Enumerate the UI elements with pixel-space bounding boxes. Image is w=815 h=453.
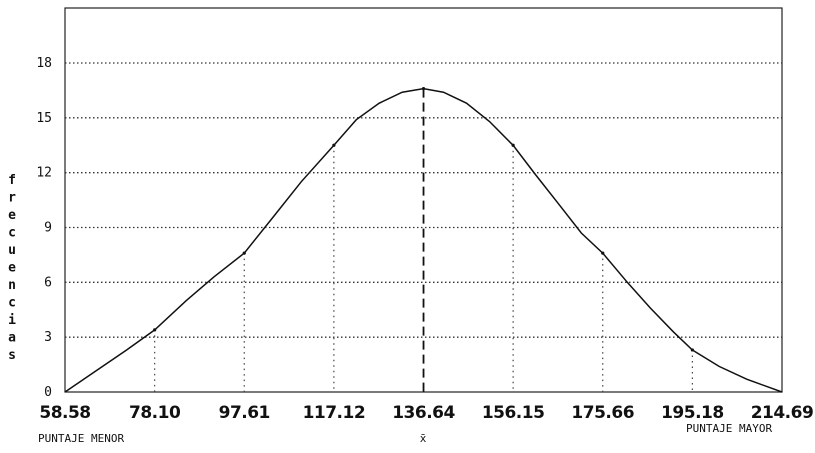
ylabel-char-2: e (8, 208, 16, 223)
curve-layer (64, 86, 783, 393)
dotted-verticals (154, 145, 693, 392)
ytick-label-6: 6 (44, 275, 52, 290)
ylabel-char-1: r (8, 191, 16, 206)
curve-point-9 (332, 143, 336, 147)
xtick-label-4: 136.64 (392, 403, 455, 423)
normal-curve-line (64, 87, 783, 393)
ylabel-char-7: c (8, 296, 16, 311)
xtick-label-0: 58.58 (39, 403, 90, 423)
ylabel-char-10: s (8, 348, 16, 363)
curve-point-6 (242, 251, 246, 255)
ylabel-char-3: c (8, 226, 16, 241)
ylabel-char-6: n (8, 278, 16, 293)
ylabel-char-9: a (8, 331, 16, 346)
ylabel-char-8: i (8, 313, 16, 328)
ytick-label-15: 15 (36, 111, 52, 126)
curve-point-3 (153, 328, 157, 332)
xtick-label-6: 175.66 (571, 403, 634, 423)
ytick-label-18: 18 (36, 56, 52, 71)
xtick-label-5: 156.15 (482, 403, 545, 423)
ylabel-char-5: e (8, 261, 16, 276)
curve-point-17 (511, 143, 515, 147)
ytick-label-12: 12 (36, 166, 52, 181)
xtick-label-8: 214.69 (751, 403, 814, 423)
x-min-label: PUNTAJE MENOR (38, 432, 124, 445)
y-ticks: 0 3 6 9 12 15 18 (36, 56, 52, 400)
ylabel-char-4: u (8, 243, 16, 258)
grid-layer (65, 62, 782, 338)
curve-point-25 (690, 348, 694, 352)
curve-point-13 (421, 86, 426, 91)
ytick-label-0: 0 (44, 385, 52, 400)
ylabel-char-0: f (8, 173, 16, 188)
mean-label: x̄ (420, 432, 427, 445)
ytick-label-9: 9 (44, 221, 52, 236)
xtick-label-3: 117.12 (303, 403, 366, 423)
x-ticks: 58.58 78.10 97.61 117.12 136.64 156.15 175.66 1… (39, 403, 813, 423)
xtick-label-2: 97.61 (219, 403, 270, 423)
x-max-label: PUNTAJE MAYOR (686, 422, 772, 435)
ytick-label-3: 3 (44, 330, 52, 345)
xtick-label-7: 195.18 (661, 403, 724, 423)
plot-frame (64, 7, 783, 393)
xtick-label-1: 78.10 (129, 403, 181, 423)
curve-point-21 (601, 251, 605, 255)
